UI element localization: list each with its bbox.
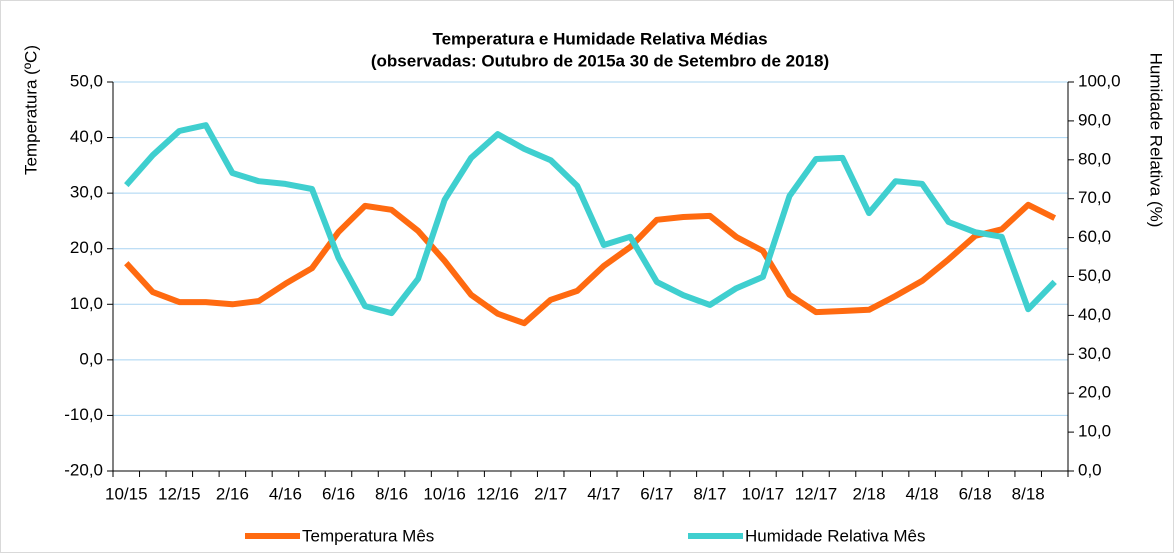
- x-tick-label: 8/17: [693, 484, 726, 503]
- y2-tick-label: 10,0: [1078, 422, 1111, 441]
- y-tick-label: 20,0: [70, 238, 103, 257]
- chart-title: Temperatura e Humidade Relativa Médias: [432, 29, 767, 48]
- y-tick-label: 0,0: [79, 349, 103, 368]
- x-tick-label: 4/17: [587, 484, 620, 503]
- x-tick-label: 10/16: [423, 484, 466, 503]
- y2-tick-label: 40,0: [1078, 305, 1111, 324]
- y-tick-label: 30,0: [70, 183, 103, 202]
- y2-tick-label: 20,0: [1078, 383, 1111, 402]
- y2-tick-label: 80,0: [1078, 149, 1111, 168]
- x-tick-label: 2/16: [216, 484, 249, 503]
- y2-tick-label: 90,0: [1078, 110, 1111, 129]
- y-axis-label: Temperatura (ºC): [21, 45, 40, 175]
- x-tick-label: 2/17: [534, 484, 567, 503]
- x-tick-label: 6/16: [322, 484, 355, 503]
- y2-axis-label: Humidade Relativa (%): [1147, 53, 1166, 228]
- x-tick-label: 2/18: [852, 484, 885, 503]
- x-tick-label: 10/15: [105, 484, 148, 503]
- data-line: [124, 201, 1057, 327]
- x-tick-label: 6/17: [640, 484, 673, 503]
- y2-tick-label: 60,0: [1078, 227, 1111, 246]
- x-tick-label: 12/15: [158, 484, 201, 503]
- x-tick-label: 8/18: [1012, 484, 1045, 503]
- y2-tick-label: 50,0: [1078, 266, 1111, 285]
- legend-label: Temperatura Mês: [302, 526, 434, 545]
- y2-tick-label: 70,0: [1078, 188, 1111, 207]
- x-tick-label: 10/17: [742, 484, 785, 503]
- x-tick-label: 12/17: [795, 484, 838, 503]
- y-tick-label: 10,0: [70, 294, 103, 313]
- chart-subtitle: (observadas: Outubro de 2015a 30 de Sete…: [371, 51, 829, 70]
- y-tick-label: -20,0: [64, 460, 103, 479]
- x-tick-label: 6/18: [959, 484, 992, 503]
- y2-tick-label: 30,0: [1078, 344, 1111, 363]
- legend-label: Humidade Relativa Mês: [745, 526, 925, 545]
- y-tick-label: -10,0: [64, 405, 103, 424]
- x-tick-label: 8/16: [375, 484, 408, 503]
- y-tick-label: 40,0: [70, 127, 103, 146]
- y-tick-label: 50,0: [70, 71, 103, 90]
- x-tick-label: 4/16: [269, 484, 302, 503]
- data-line: [124, 122, 1057, 317]
- x-tick-label: 4/18: [906, 484, 939, 503]
- y2-tick-label: 100,0: [1078, 71, 1121, 90]
- x-tick-label: 12/16: [476, 484, 519, 503]
- y2-tick-label: 0,0: [1078, 460, 1102, 479]
